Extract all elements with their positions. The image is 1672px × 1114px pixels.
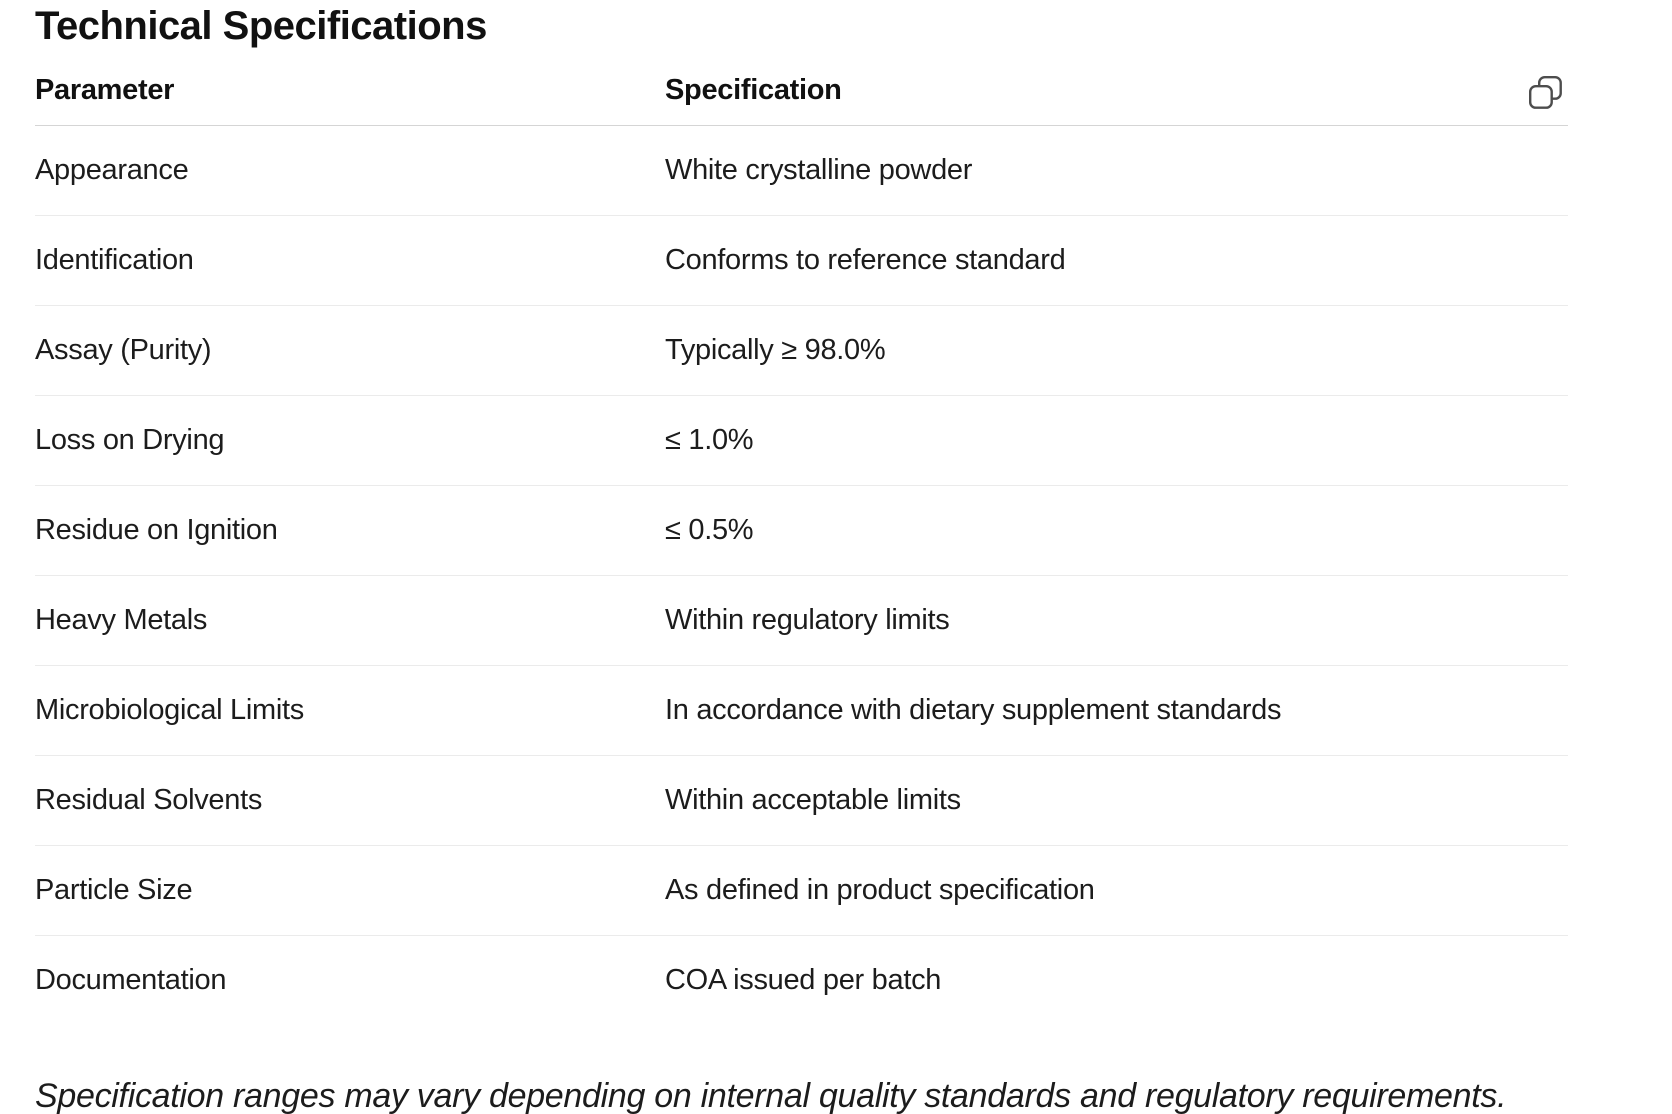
copy-icon [1528,75,1562,109]
spec-table: Parameter Specification Appearance White… [35,51,1568,1025]
copy-table-button[interactable] [1524,71,1566,113]
spec-cell: ≤ 0.5% [665,485,1568,576]
param-cell: Microbiological Limits [35,665,665,756]
spec-cell: Conforms to reference standard [665,215,1568,306]
table-row: Appearance White crystalline powder [35,125,1568,216]
table-row: Documentation COA issued per batch [35,935,1568,1025]
spec-cell: White crystalline powder [665,125,1568,216]
spec-cell: As defined in product specification [665,845,1568,936]
param-cell: Loss on Drying [35,395,665,486]
spec-table-container: Parameter Specification Appearance White… [35,51,1568,1025]
table-row: Microbiological Limits In accordance wit… [35,665,1568,756]
param-cell: Appearance [35,125,665,216]
table-row: Assay (Purity) Typically ≥ 98.0% [35,305,1568,396]
spec-cell: ≤ 1.0% [665,395,1568,486]
table-row: Residue on Ignition ≤ 0.5% [35,485,1568,576]
param-cell: Identification [35,215,665,306]
param-cell: Particle Size [35,845,665,936]
param-cell: Documentation [35,963,227,996]
param-cell: Residue on Ignition [35,485,665,576]
param-cell: Assay (Purity) [35,305,665,396]
column-header-parameter: Parameter [35,51,665,126]
param-cell: Residual Solvents [35,755,665,846]
spec-cell: Typically ≥ 98.0% [665,305,1568,396]
table-row: Identification Conforms to reference sta… [35,215,1568,306]
table-row: Heavy Metals Within regulatory limits [35,575,1568,666]
table-header-row: Parameter Specification [35,51,1568,126]
table-row: Particle Size As defined in product spec… [35,845,1568,936]
spec-cell: Within acceptable limits [665,755,1568,846]
column-header-specification: Specification [665,51,1568,126]
table-row: Residual Solvents Within acceptable limi… [35,755,1568,846]
table-row: Loss on Drying ≤ 1.0% [35,395,1568,486]
spec-cell: Within regulatory limits [665,575,1568,666]
spec-cell: COA issued per batch [665,963,942,996]
page-title: Technical Specifications [35,4,487,48]
spec-footnote: Specification ranges may vary depending … [35,1077,1507,1114]
param-cell: Heavy Metals [35,575,665,666]
spec-cell: In accordance with dietary supplement st… [665,665,1568,756]
